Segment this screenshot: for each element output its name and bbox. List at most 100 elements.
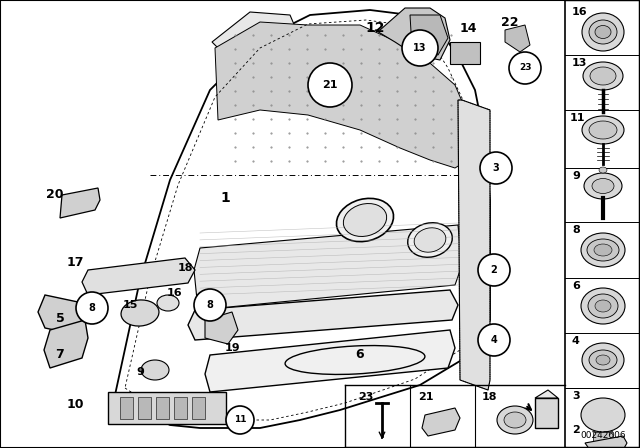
Circle shape — [194, 289, 226, 321]
Polygon shape — [535, 390, 558, 398]
Ellipse shape — [594, 244, 612, 256]
Circle shape — [480, 152, 512, 184]
Ellipse shape — [581, 288, 625, 324]
Ellipse shape — [285, 345, 425, 375]
Text: 19: 19 — [224, 343, 240, 353]
Ellipse shape — [157, 295, 179, 311]
Circle shape — [509, 52, 541, 84]
Text: 9: 9 — [136, 367, 144, 377]
Ellipse shape — [595, 300, 611, 312]
Ellipse shape — [596, 355, 610, 365]
Text: 12: 12 — [365, 21, 385, 35]
Ellipse shape — [589, 121, 617, 139]
Text: 2: 2 — [572, 425, 580, 435]
Text: 11: 11 — [570, 113, 586, 123]
Polygon shape — [188, 290, 458, 340]
Text: 18: 18 — [177, 263, 193, 273]
Polygon shape — [60, 188, 100, 218]
Ellipse shape — [581, 398, 625, 432]
Circle shape — [226, 406, 254, 434]
Text: 22: 22 — [501, 16, 519, 29]
Text: 11: 11 — [234, 415, 246, 425]
Text: 9: 9 — [572, 171, 580, 181]
Ellipse shape — [583, 62, 623, 90]
Text: 21: 21 — [323, 80, 338, 90]
FancyBboxPatch shape — [108, 392, 226, 424]
Text: 15: 15 — [122, 300, 138, 310]
FancyBboxPatch shape — [138, 397, 151, 419]
Ellipse shape — [504, 412, 526, 428]
Ellipse shape — [141, 360, 169, 380]
FancyBboxPatch shape — [120, 397, 133, 419]
Polygon shape — [505, 25, 530, 52]
Text: 4: 4 — [572, 336, 580, 346]
Ellipse shape — [592, 178, 614, 194]
Text: 23: 23 — [358, 392, 373, 402]
Text: 8: 8 — [88, 303, 95, 313]
Text: 18: 18 — [482, 392, 497, 402]
Circle shape — [478, 324, 510, 356]
Ellipse shape — [584, 173, 622, 199]
Ellipse shape — [582, 343, 624, 377]
Circle shape — [308, 63, 352, 107]
Text: 10: 10 — [67, 399, 84, 412]
Ellipse shape — [581, 233, 625, 267]
Ellipse shape — [497, 406, 533, 434]
Text: 7: 7 — [56, 349, 65, 362]
FancyBboxPatch shape — [192, 397, 205, 419]
Polygon shape — [535, 398, 558, 428]
Ellipse shape — [599, 167, 607, 173]
Ellipse shape — [337, 198, 394, 241]
Polygon shape — [205, 330, 455, 392]
FancyBboxPatch shape — [156, 397, 169, 419]
Text: 6: 6 — [572, 281, 580, 291]
Text: 8: 8 — [207, 300, 213, 310]
Polygon shape — [458, 100, 490, 390]
Text: 5: 5 — [56, 311, 65, 324]
Text: 20: 20 — [46, 189, 64, 202]
Ellipse shape — [343, 203, 387, 237]
Text: 16: 16 — [167, 288, 183, 298]
Text: 00242606: 00242606 — [580, 431, 626, 440]
Ellipse shape — [408, 223, 452, 257]
Circle shape — [478, 254, 510, 286]
Polygon shape — [44, 320, 88, 368]
Ellipse shape — [582, 116, 624, 144]
Circle shape — [402, 30, 438, 66]
Text: 21: 21 — [418, 392, 433, 402]
FancyBboxPatch shape — [450, 42, 480, 64]
Text: 8: 8 — [572, 225, 580, 235]
Polygon shape — [38, 295, 82, 335]
Ellipse shape — [589, 350, 617, 370]
Polygon shape — [205, 312, 238, 344]
Polygon shape — [115, 10, 490, 428]
Text: 4: 4 — [491, 335, 497, 345]
Polygon shape — [375, 8, 450, 60]
Text: 14: 14 — [460, 22, 477, 34]
Polygon shape — [585, 436, 627, 448]
Ellipse shape — [590, 67, 616, 85]
Ellipse shape — [595, 26, 611, 39]
Polygon shape — [422, 408, 460, 436]
Text: 3: 3 — [572, 391, 580, 401]
Text: 16: 16 — [572, 7, 588, 17]
Polygon shape — [212, 12, 305, 70]
Text: 13: 13 — [413, 43, 427, 53]
Ellipse shape — [588, 294, 618, 318]
Text: 2: 2 — [491, 265, 497, 275]
Text: 6: 6 — [356, 349, 364, 362]
Circle shape — [76, 292, 108, 324]
Polygon shape — [410, 15, 448, 55]
Polygon shape — [82, 258, 195, 295]
Text: 1: 1 — [220, 191, 230, 205]
Text: 23: 23 — [519, 64, 531, 73]
Ellipse shape — [582, 13, 624, 51]
FancyBboxPatch shape — [593, 432, 613, 444]
Ellipse shape — [121, 300, 159, 326]
Polygon shape — [194, 225, 462, 310]
Polygon shape — [215, 22, 470, 168]
Text: 3: 3 — [493, 163, 499, 173]
FancyBboxPatch shape — [174, 397, 187, 419]
Ellipse shape — [587, 239, 619, 261]
Text: 17: 17 — [67, 255, 84, 268]
